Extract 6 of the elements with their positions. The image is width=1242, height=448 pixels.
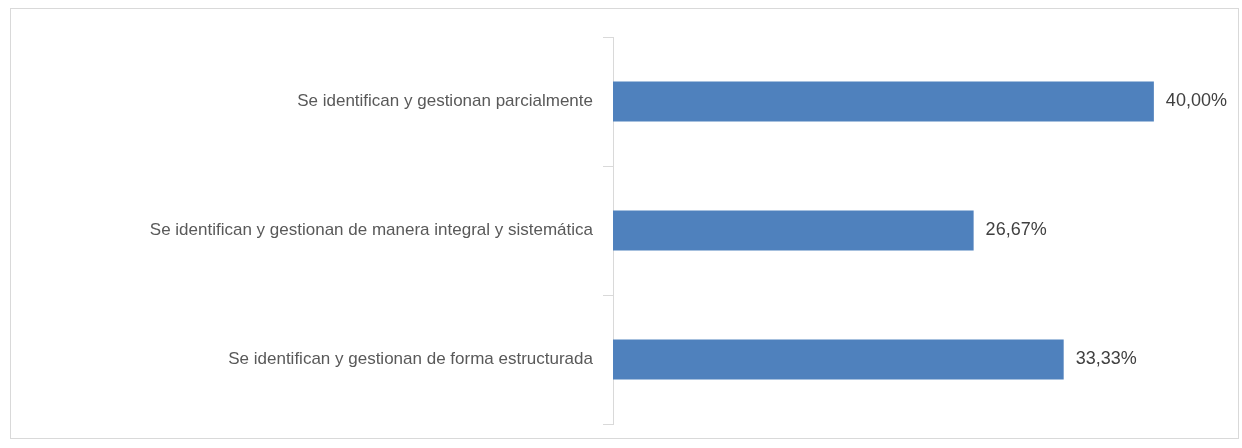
y-tick-label: Se identifican y gestionan de manera integral y sistemática <box>149 220 594 240</box>
y-tick-label: Se identifican y gestionan de forma estructurada <box>228 349 594 369</box>
data-label: 26,67% <box>985 219 1047 240</box>
y-tick-label: Se identifican y gestionan parcialmente <box>297 91 593 111</box>
data-label: 40,00% <box>1165 90 1227 111</box>
data-label: 33,33% <box>1075 348 1137 369</box>
